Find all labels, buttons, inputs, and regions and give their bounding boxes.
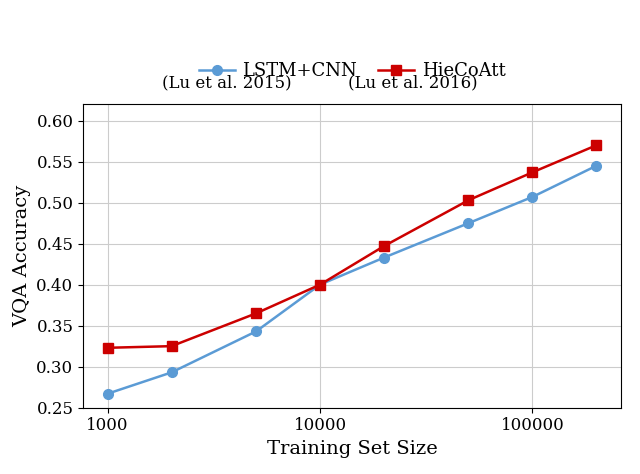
- HieCoAtt: [252, 310, 260, 316]
- LSTM+CNN: [380, 255, 388, 260]
- LSTM+CNN: [465, 220, 472, 226]
- X-axis label: Training Set Size: Training Set Size: [267, 440, 437, 458]
- Legend: LSTM+CNN, HieCoAtt: LSTM+CNN, HieCoAtt: [198, 62, 506, 80]
- HieCoAtt: [104, 345, 111, 351]
- Text: (Lu et al. 2015): (Lu et al. 2015): [163, 74, 292, 91]
- HieCoAtt: [529, 170, 536, 175]
- LSTM+CNN: [104, 391, 111, 397]
- LSTM+CNN: [168, 370, 175, 375]
- LSTM+CNN: [316, 282, 324, 288]
- HieCoAtt: [168, 343, 175, 349]
- HieCoAtt: [380, 243, 388, 249]
- LSTM+CNN: [252, 328, 260, 334]
- LSTM+CNN: [529, 194, 536, 200]
- Y-axis label: VQA Accuracy: VQA Accuracy: [13, 185, 31, 327]
- Line: HieCoAtt: HieCoAtt: [103, 140, 601, 353]
- Line: LSTM+CNN: LSTM+CNN: [103, 161, 601, 399]
- HieCoAtt: [593, 142, 600, 148]
- HieCoAtt: [465, 197, 472, 203]
- LSTM+CNN: [593, 163, 600, 169]
- Text: (Lu et al. 2016): (Lu et al. 2016): [348, 74, 477, 91]
- HieCoAtt: [316, 282, 324, 288]
